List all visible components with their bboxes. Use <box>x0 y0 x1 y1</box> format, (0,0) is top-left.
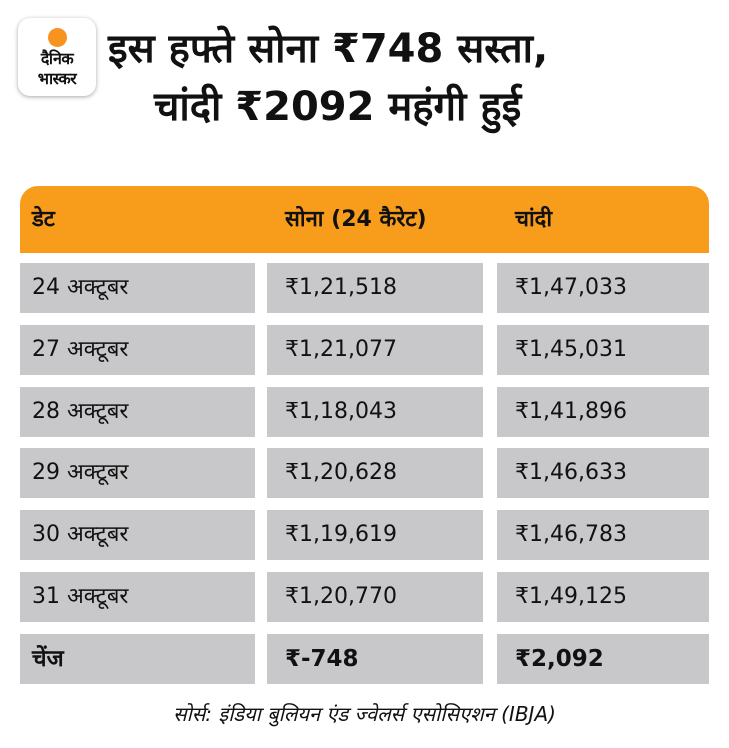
header-silver: चांदी <box>515 207 553 232</box>
row-silver: ₹1,46,783 <box>497 510 709 560</box>
logo-text-line1: दैनिक <box>40 49 74 68</box>
row-gold: ₹1,18,043 <box>267 387 483 437</box>
change-silver: ₹2,092 <box>497 634 709 684</box>
row-date: 24 अक्टूबर <box>20 263 255 313</box>
row-gold: ₹1,21,077 <box>267 325 483 375</box>
headline-line1: इस हफ्ते सोना ₹748 सस्ता, <box>108 26 549 72</box>
change-label: चेंज <box>20 634 255 684</box>
row-silver: ₹1,41,896 <box>497 387 709 437</box>
headline: इस हफ्ते सोना ₹748 सस्ता, चांदी ₹2092 मह… <box>108 20 718 136</box>
row-date: 31 अक्टूबर <box>20 572 255 622</box>
row-gold: ₹1,21,518 <box>267 263 483 313</box>
logo-text-line2: भास्कर <box>37 69 77 88</box>
change-gold: ₹-748 <box>267 634 483 684</box>
source-note: सोर्स: इंडिया बुलियन एंड ज्वेलर्स एसोसिए… <box>173 702 556 726</box>
headline-line2: चांदी ₹2092 महंगी हुई <box>154 84 522 130</box>
row-date: 27 अक्टूबर <box>20 325 255 375</box>
row-gold: ₹1,20,770 <box>267 572 483 622</box>
row-date: 28 अक्टूबर <box>20 387 255 437</box>
sun-icon <box>48 28 67 47</box>
row-silver: ₹1,45,031 <box>497 325 709 375</box>
row-date: 29 अक्टूबर <box>20 448 255 498</box>
row-date: 30 अक्टूबर <box>20 510 255 560</box>
row-silver: ₹1,46,633 <box>497 448 709 498</box>
header-gold: सोना (24 कैरेट) <box>285 207 427 232</box>
row-gold: ₹1,19,619 <box>267 510 483 560</box>
row-gold: ₹1,20,628 <box>267 448 483 498</box>
dainik-bhaskar-logo: दैनिक भास्कर <box>18 18 96 96</box>
row-silver: ₹1,49,125 <box>497 572 709 622</box>
header-date: डेट <box>32 207 55 232</box>
row-silver: ₹1,47,033 <box>497 263 709 313</box>
table-header: डेट सोना (24 कैरेट) चांदी <box>20 186 709 253</box>
